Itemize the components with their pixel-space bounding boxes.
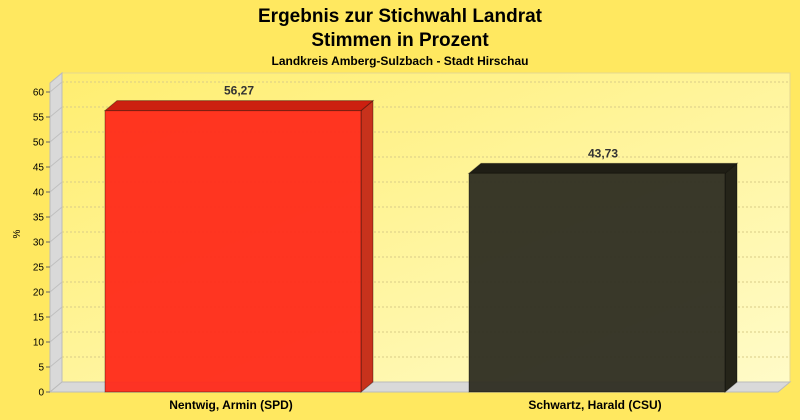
y-tick-label: 55 <box>33 113 45 124</box>
plot-area: 0 5 10 15 20 25 30 35 40 45 50 55 60 56,27 Nentwig, Ar… <box>33 71 792 412</box>
data-label: 56,27 <box>224 84 254 98</box>
gridline-wall <box>49 81 63 93</box>
chart-title: Ergebnis zur Stichwahl Landrat <box>258 6 543 27</box>
gridline-wall <box>49 131 63 143</box>
y-tick-label: 50 <box>33 138 45 149</box>
x-tick-label: Nentwig, Armin (SPD) <box>169 398 293 412</box>
y-tick-label: 10 <box>33 338 45 349</box>
gridline-wall <box>49 356 63 368</box>
y-tick-label: 60 <box>33 88 45 99</box>
bar <box>104 110 362 393</box>
bar-side <box>360 99 374 394</box>
bar-side <box>724 162 738 394</box>
gridline-wall <box>49 181 63 193</box>
y-tick-label: 35 <box>33 213 45 224</box>
chart-subtitle: Landkreis Amberg-Sulzbach - Stadt Hirsch… <box>272 54 529 68</box>
data-label: 43,73 <box>588 146 618 160</box>
bar <box>468 172 726 393</box>
gridline-wall <box>49 106 63 118</box>
plot-left-wall <box>49 71 63 394</box>
y-tick-label: 15 <box>33 313 45 324</box>
bar-top <box>103 100 375 112</box>
gridline-wall <box>49 256 63 268</box>
y-tick-label: 45 <box>33 163 45 174</box>
y-tick-label: 5 <box>38 363 44 374</box>
gridline-wall <box>49 331 63 343</box>
chart-title-line-2: Stimmen in Prozent <box>311 30 489 51</box>
bar-top <box>467 162 739 174</box>
y-tick-label: 20 <box>33 288 45 299</box>
gridline-wall <box>49 231 63 243</box>
y-axis-label: % <box>12 229 23 238</box>
y-tick-label: 30 <box>33 238 45 249</box>
gridline-wall <box>49 206 63 218</box>
y-tick-label: 25 <box>33 263 45 274</box>
gridline-wall <box>49 306 63 318</box>
gridline-wall <box>49 281 63 293</box>
y-tick-label: 0 <box>38 388 44 399</box>
gridline-wall <box>49 156 63 168</box>
y-tick-label: 40 <box>33 188 45 199</box>
x-tick-label: Schwartz, Harald (CSU) <box>528 398 661 412</box>
